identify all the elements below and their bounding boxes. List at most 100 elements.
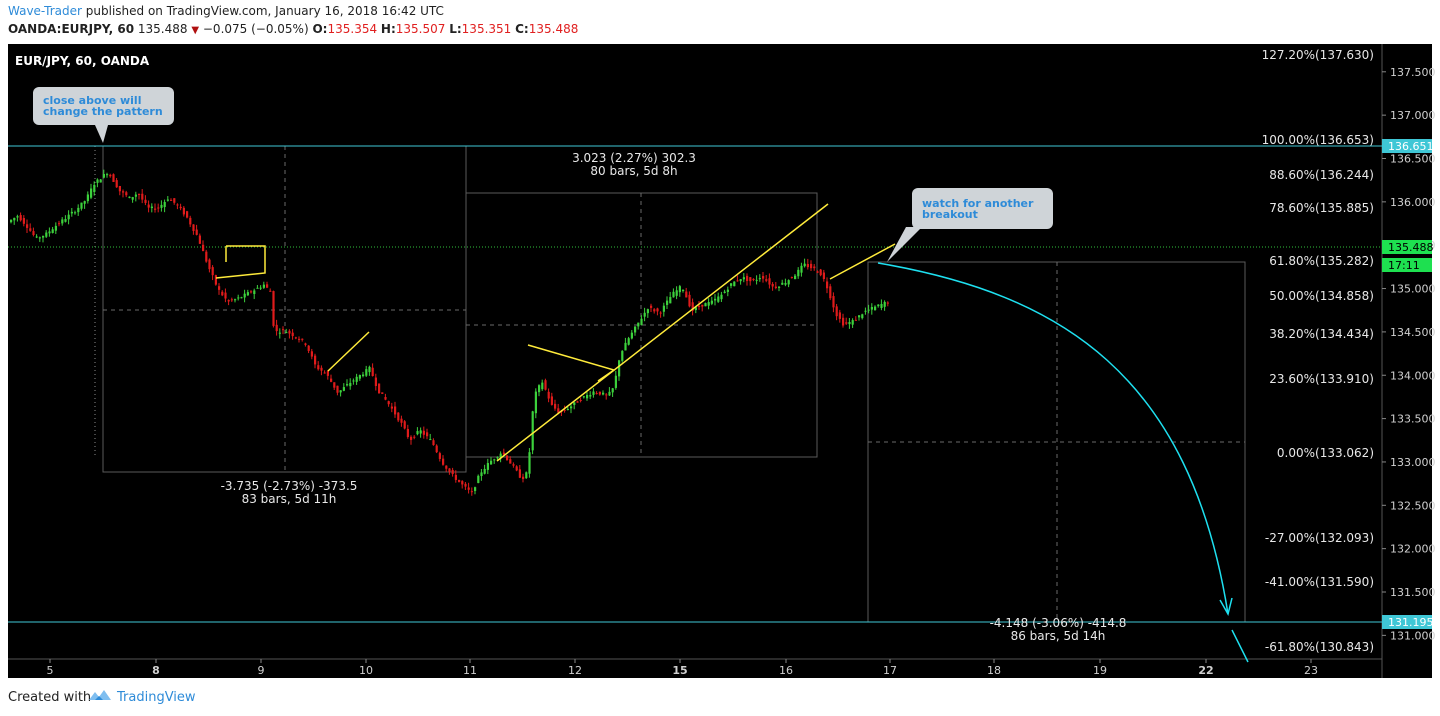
y-tick-label: 137.000 [1390, 109, 1436, 122]
candle-body [682, 289, 685, 291]
candle-body [355, 376, 358, 382]
candle-body [230, 299, 233, 301]
candle-body [205, 251, 208, 262]
candle-body [790, 277, 793, 279]
candle-body [714, 298, 717, 301]
candle-body [326, 371, 329, 376]
candle-body [214, 275, 217, 285]
symbol-label[interactable]: OANDA:EURJPY, 60 [8, 22, 135, 36]
candle-body [595, 393, 598, 395]
tradingview-brand[interactable]: TradingView [117, 690, 196, 705]
pennant-pattern [215, 245, 266, 279]
candle-body [858, 315, 861, 318]
candle-body [486, 463, 489, 470]
candle-body [634, 326, 637, 333]
chart-header: Wave-Trader published on TradingView.com… [0, 0, 1440, 44]
candle-body [224, 292, 227, 299]
candle-body [643, 312, 646, 317]
candle-body [346, 384, 349, 386]
candle-body [736, 280, 739, 282]
candle-body [829, 286, 832, 299]
projection-curve [877, 262, 1229, 615]
candle-body [723, 291, 726, 293]
tradingview-logo-icon [89, 690, 111, 700]
fib-level-label: -27.00%(132.093) [1265, 531, 1374, 545]
candle-body [771, 283, 774, 287]
price-tag [1382, 240, 1432, 254]
price-chart[interactable]: 127.20%(137.630) 100.00%(136.653) 88.60%(1… [0, 44, 1440, 678]
candle-body [64, 219, 67, 222]
candle-body [813, 266, 816, 269]
chart-background [8, 44, 1432, 678]
candle-body [877, 304, 880, 307]
candle-body [467, 487, 470, 490]
y-tick-label: 136.500 [1390, 153, 1436, 166]
candle-body [125, 192, 128, 196]
candle-body [762, 276, 765, 279]
candle-body [819, 269, 822, 276]
x-tick-label: 9 [258, 664, 265, 677]
candle-body [454, 474, 457, 480]
candle-body [835, 306, 838, 317]
candle-body [272, 291, 275, 326]
candle-body [202, 244, 205, 252]
candle-body [432, 440, 435, 446]
candle-body [870, 307, 873, 310]
candle-body [886, 302, 889, 304]
author-link[interactable]: Wave-Trader [8, 4, 82, 18]
price-tag [1382, 139, 1432, 153]
candle-body [22, 218, 25, 224]
candle-body [86, 194, 89, 202]
candle-body [93, 184, 96, 193]
candle-body [32, 231, 35, 235]
candle-body [115, 180, 118, 188]
candle-body [704, 303, 707, 307]
candle-body [493, 459, 496, 461]
candle-body [74, 212, 77, 214]
candle-body [749, 277, 752, 282]
candle-body [10, 219, 13, 223]
candle-body [522, 476, 525, 480]
candle-body [29, 228, 32, 231]
candle-body [832, 296, 835, 308]
candle-body [339, 390, 342, 393]
candle-body [416, 431, 419, 435]
candle-body [755, 279, 758, 281]
candle-body [774, 286, 777, 289]
candle-body [685, 291, 688, 298]
candle-body [45, 232, 48, 237]
candle-body [150, 206, 153, 209]
candle-body [390, 406, 393, 409]
candle-body [141, 193, 144, 200]
callout-text: watch for another [922, 197, 1034, 210]
candle-body [547, 391, 550, 399]
y-tick-label: 131.500 [1390, 586, 1436, 599]
candle-body [502, 452, 505, 455]
candle-body [730, 283, 733, 286]
fib-levels: 127.20%(137.630) 100.00%(136.653) 88.60%(1… [8, 48, 1382, 654]
candle-body [470, 491, 473, 493]
x-tick-label: 18 [987, 664, 1001, 677]
candle-body [602, 392, 605, 395]
fib-level-label: 127.20%(137.630) [1262, 48, 1374, 62]
candle-body [566, 409, 569, 411]
candle-body [160, 204, 163, 208]
candle-body [285, 332, 288, 334]
breakout-trendline [829, 243, 896, 280]
candle-body [480, 472, 483, 477]
candle-body [90, 188, 93, 198]
callout-bubble [912, 188, 1053, 229]
x-tick-label: 23 [1304, 664, 1318, 677]
candle-body [650, 305, 653, 308]
candle-body [758, 278, 761, 280]
candle-body [109, 174, 112, 177]
candle-body [490, 460, 493, 465]
candle-body [99, 179, 102, 183]
footer: Created with TradingView [0, 678, 1440, 716]
candle-body [336, 385, 339, 393]
candle-body [262, 284, 265, 288]
y-tick-label: 132.000 [1390, 543, 1436, 556]
candle-body [144, 199, 147, 203]
candle-body [582, 396, 585, 398]
time-axis[interactable]: 5 8 9 10 11 12 15 16 17 18 19 22 23 [47, 659, 1319, 677]
